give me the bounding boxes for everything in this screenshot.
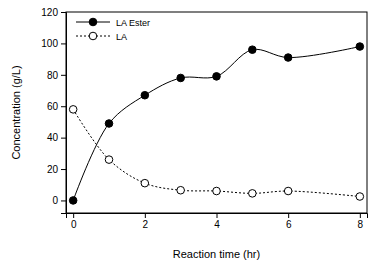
tick-label: 40 (47, 132, 59, 143)
legend-label: LA Ester (116, 18, 150, 28)
legend-label: LA (116, 32, 127, 42)
tick: 100 (41, 38, 66, 49)
tick-label: 2 (143, 219, 149, 230)
x-axis: 0 2 4 6 8 (67, 213, 368, 230)
point (105, 156, 113, 164)
point (69, 106, 77, 114)
tick: 0 (52, 195, 66, 206)
tick-label: 60 (47, 101, 59, 112)
y-axis-title: Concentration (g/L) (10, 65, 22, 159)
chart: 02468020406080100120LA EsterLAReaction t… (0, 0, 379, 276)
series-line (73, 109, 360, 196)
tick-mark (73, 213, 74, 218)
tick-label: 0 (52, 195, 58, 206)
plot-frame (66, 12, 367, 213)
tick-label: 0 (71, 219, 77, 230)
point (141, 91, 149, 99)
point (284, 187, 292, 195)
tick-label: 20 (47, 164, 59, 175)
tick: 40 (47, 132, 66, 143)
tick: 20 (47, 164, 66, 175)
tick-mark (61, 106, 66, 107)
point (69, 197, 77, 205)
tick-mark (61, 43, 66, 44)
point (249, 46, 257, 54)
tick-mark (145, 213, 146, 218)
tick: 2 (143, 213, 149, 230)
tick: 80 (47, 70, 66, 81)
point (249, 190, 257, 198)
tick-mark (360, 213, 361, 218)
axis-line (67, 214, 368, 219)
tick-label: 100 (41, 38, 58, 49)
point (105, 120, 113, 128)
marks (69, 43, 363, 204)
tick-mark (61, 75, 66, 76)
legend: LA Ester LA (76, 18, 150, 42)
tick: 0 (71, 213, 77, 230)
tick-label: 8 (358, 219, 364, 230)
point (177, 186, 185, 194)
y-axis: 0 20 40 60 80 100 120 (41, 7, 66, 214)
point (356, 43, 364, 51)
tick: 60 (47, 101, 66, 112)
tick-label: 80 (47, 70, 59, 81)
tick-mark (217, 213, 218, 218)
tick-mark (61, 169, 66, 170)
tick: 4 (214, 213, 220, 230)
plot: 02468020406080100120LA EsterLA (41, 7, 367, 230)
tick-mark (61, 200, 66, 201)
point (356, 193, 364, 201)
point (141, 179, 149, 187)
point (213, 73, 221, 81)
tick: 8 (358, 213, 364, 230)
tick-label: 120 (41, 7, 58, 18)
tick-mark (61, 138, 66, 139)
tick-mark (288, 213, 289, 218)
point (177, 74, 185, 82)
legend-marker (89, 18, 97, 26)
tick-label: 4 (214, 219, 220, 230)
series-line (73, 47, 360, 201)
tick: 120 (41, 7, 66, 18)
point (284, 54, 292, 62)
x-axis-title: Reaction time (hr) (173, 248, 260, 260)
legend-marker (89, 32, 97, 40)
point (213, 187, 221, 195)
tick: 6 (286, 213, 292, 230)
tick-label: 6 (286, 219, 292, 230)
tick-mark (61, 12, 66, 13)
axis-line (61, 13, 67, 214)
